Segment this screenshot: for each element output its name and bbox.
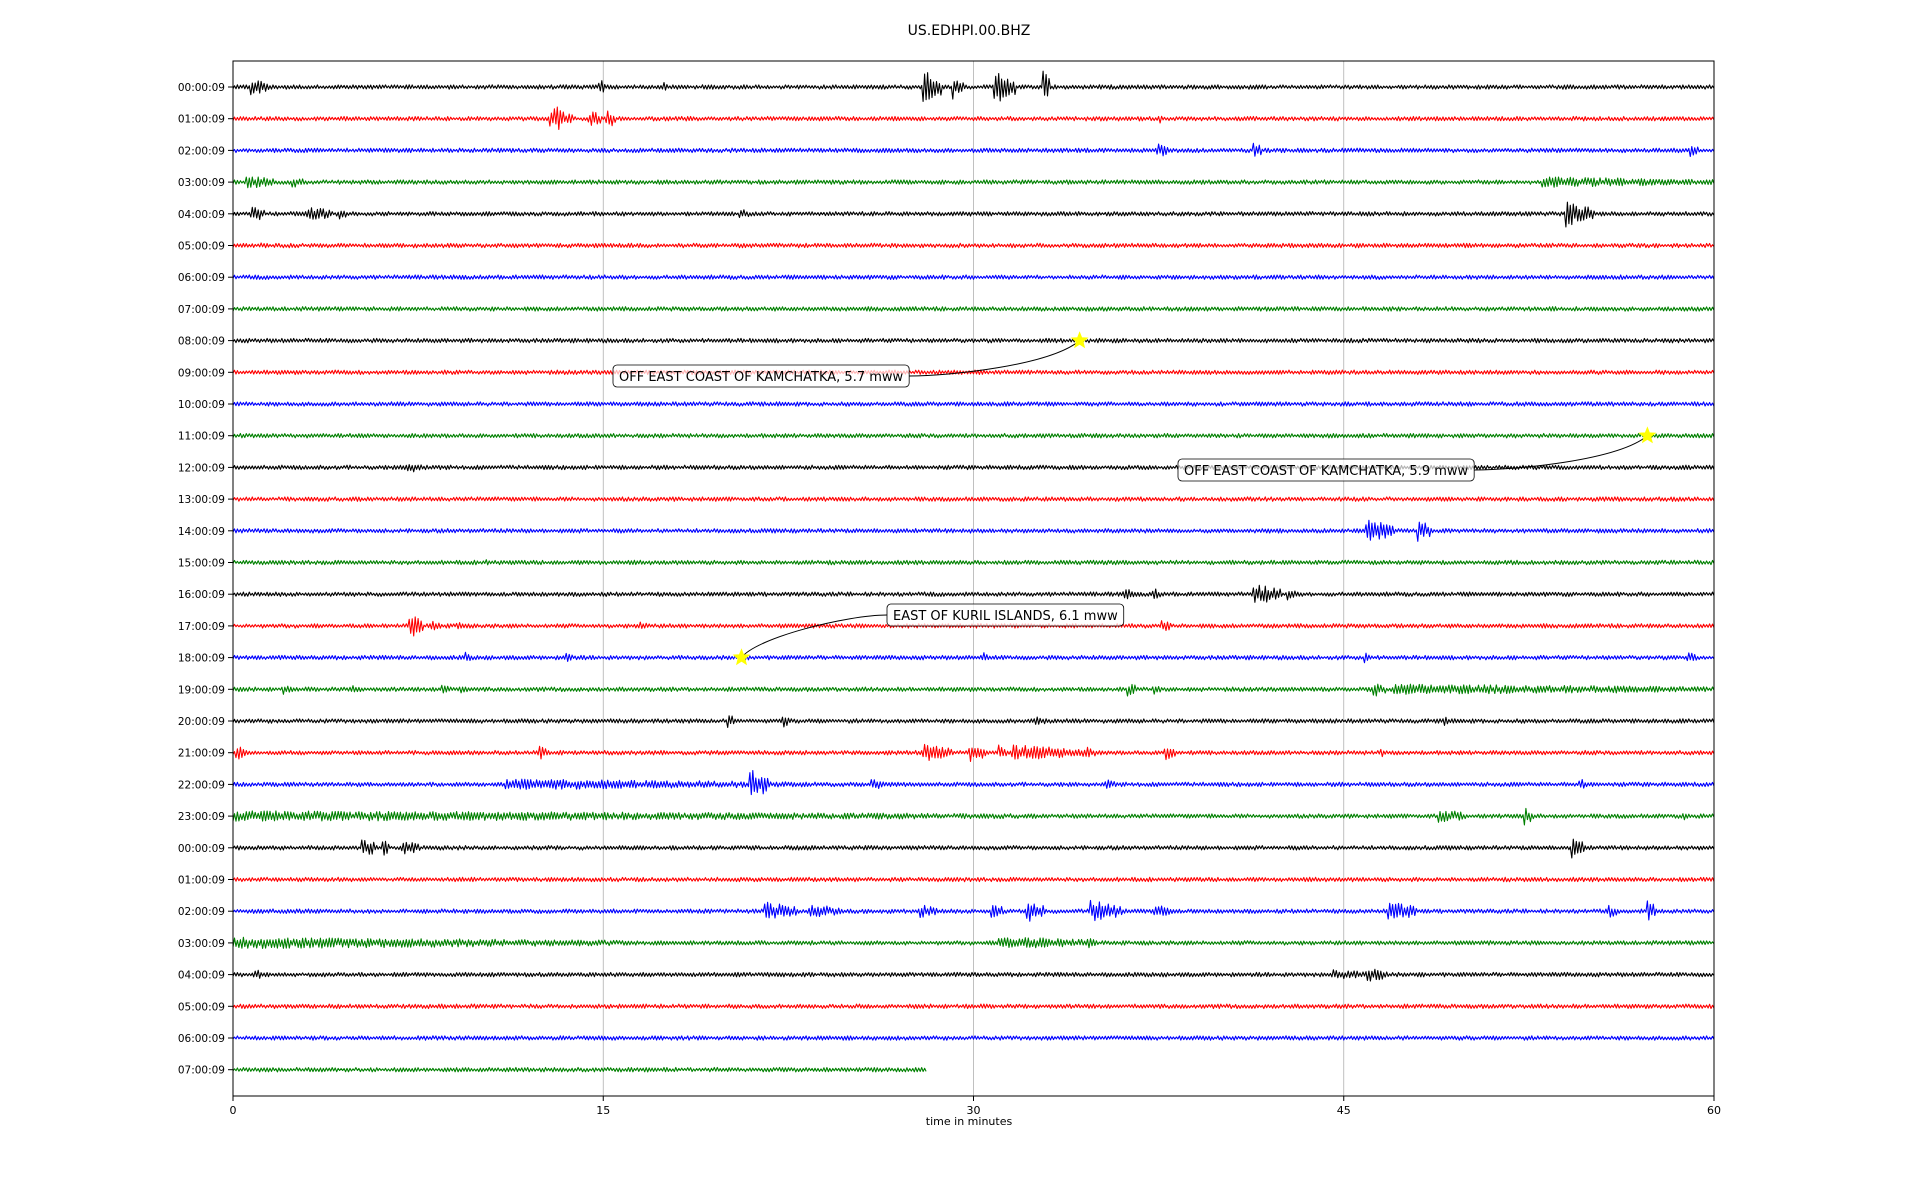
trace-row-0 [232, 70, 1715, 102]
trace-row-5 [232, 242, 1715, 249]
trace-row-29 [232, 1003, 1715, 1010]
trace-row-2 [232, 142, 1715, 158]
y-tick-label: 08:00:09 [178, 336, 225, 348]
event-star-marker [1638, 426, 1657, 444]
trace-row-8 [232, 337, 1715, 344]
y-tick-label: 06:00:09 [178, 272, 225, 284]
trace-row-23 [232, 807, 1715, 826]
vertical-gridlines [602, 61, 1345, 1096]
trace-row-1 [232, 106, 1715, 131]
y-tick-label: 15:00:09 [178, 558, 225, 570]
y-tick-label: 14:00:09 [178, 526, 225, 538]
trace-row-4 [232, 201, 1715, 228]
y-tick-label: 03:00:09 [178, 177, 225, 189]
event-star-marker [1070, 331, 1089, 349]
x-tick-label: 0 [230, 1104, 237, 1117]
y-tick-label: 00:00:09 [178, 843, 225, 855]
trace-row-30 [232, 1035, 1715, 1041]
event-annotations: OFF EAST COAST OF KAMCHATKA, 5.7 mww OFF … [612, 331, 1657, 666]
y-tick-label: 22:00:09 [178, 779, 225, 791]
y-tick-label: 18:00:09 [178, 653, 225, 665]
trace-row-28 [232, 968, 1715, 982]
trace-row-10 [232, 401, 1715, 407]
trace-row-19 [232, 683, 1715, 697]
trace-row-31 [232, 1066, 927, 1073]
y-tick-label: 07:00:09 [178, 304, 225, 316]
y-tick-label: 06:00:09 [178, 1033, 225, 1045]
y-tick-label: 16:00:09 [178, 589, 225, 601]
trace-row-6 [232, 274, 1715, 280]
event-connector [1474, 435, 1648, 471]
y-tick-label: 05:00:09 [178, 1001, 225, 1013]
y-tick-label: 09:00:09 [178, 367, 225, 379]
chart-title: US.EDHPI.00.BHZ [908, 23, 1031, 39]
y-tick-label: 19:00:09 [178, 684, 225, 696]
event-star-marker [732, 648, 751, 666]
trace-row-14 [232, 519, 1715, 542]
trace-row-20 [232, 715, 1715, 728]
trace-row-26 [232, 899, 1715, 922]
trace-row-27 [232, 936, 1715, 949]
y-tick-label: 05:00:09 [178, 241, 225, 253]
x-axis-label: time in minutes [926, 1115, 1013, 1128]
trace-row-21 [232, 743, 1715, 762]
trace-row-24 [232, 838, 1715, 859]
trace-row-25 [232, 876, 1715, 883]
event-connector [741, 614, 888, 658]
y-tick-labels: 00:00:09 01:00:09 02:00:09 03:00:09 04:00:09… [178, 82, 233, 1077]
y-tick-label: 07:00:09 [178, 1065, 225, 1077]
y-tick-label: 02:00:09 [178, 906, 225, 918]
event-label: OFF EAST COAST OF KAMCHATKA, 5.7 mww [619, 370, 904, 385]
trace-row-9 [232, 369, 1715, 376]
y-tick-label: 03:00:09 [178, 938, 225, 950]
y-tick-label: 01:00:09 [178, 875, 225, 887]
event-label: EAST OF KURIL ISLANDS, 6.1 mww [893, 609, 1118, 624]
y-tick-label: 23:00:09 [178, 811, 225, 823]
trace-row-11 [232, 432, 1715, 439]
y-tick-label: 11:00:09 [178, 431, 225, 443]
x-tick-label: 30 [967, 1104, 981, 1117]
y-tick-label: 21:00:09 [178, 748, 225, 760]
y-tick-label: 13:00:09 [178, 494, 225, 506]
x-axis: 0 15 30 45 60 [230, 1096, 1721, 1117]
y-tick-label: 04:00:09 [178, 209, 225, 221]
y-tick-label: 17:00:09 [178, 621, 225, 633]
trace-row-22 [232, 769, 1715, 796]
trace-row-7 [232, 306, 1715, 312]
y-tick-label: 00:00:09 [178, 82, 225, 94]
x-tick-label: 45 [1337, 1104, 1351, 1117]
trace-row-13 [232, 496, 1715, 502]
event-connector [909, 340, 1080, 377]
plot-frame [232, 60, 1715, 1097]
trace-row-18 [232, 651, 1715, 664]
event-label: OFF EAST COAST OF KAMCHATKA, 5.9 mww [1184, 464, 1469, 479]
y-tick-label: 20:00:09 [178, 716, 225, 728]
seismogram-traces [232, 70, 1715, 1073]
x-tick-label: 15 [596, 1104, 610, 1117]
y-tick-label: 10:00:09 [178, 399, 225, 411]
y-tick-label: 04:00:09 [178, 970, 225, 982]
x-tick-label: 60 [1707, 1104, 1721, 1117]
trace-row-16 [232, 584, 1715, 603]
trace-row-3 [232, 176, 1715, 189]
y-tick-label: 12:00:09 [178, 462, 225, 474]
trace-row-15 [232, 559, 1715, 566]
y-tick-label: 02:00:09 [178, 145, 225, 157]
y-tick-label: 01:00:09 [178, 114, 225, 126]
trace-row-17 [232, 616, 1715, 637]
